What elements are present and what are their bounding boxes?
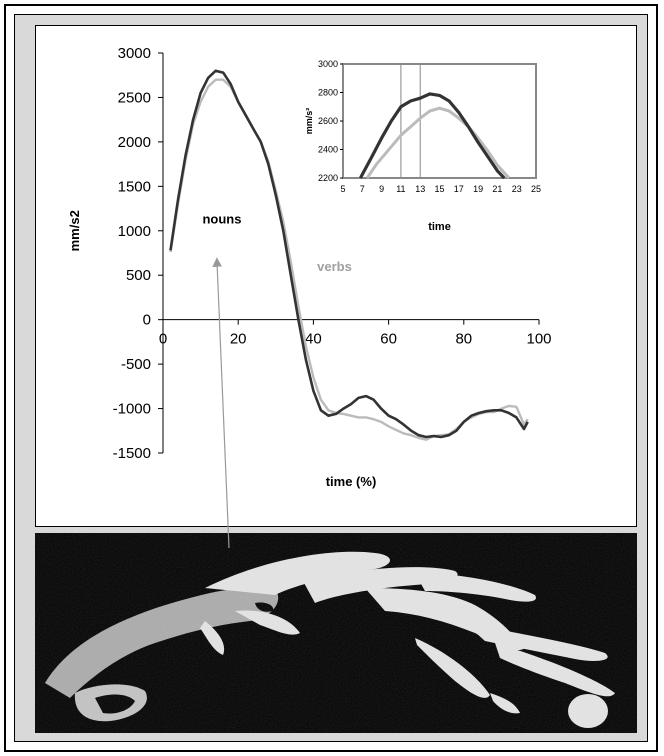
main-y-tick-label: 1000	[118, 223, 151, 240]
main-x-tick-label: 40	[305, 331, 322, 348]
main-y-tick-label: -1500	[113, 445, 151, 462]
inset-x-tick-label: 5	[340, 184, 345, 194]
inset-series-line-nouns	[358, 92, 506, 180]
main-y-tick-label: 1500	[118, 178, 151, 195]
main-y-tick-label: 0	[143, 312, 151, 329]
main-series-line-nouns	[169, 69, 529, 439]
main-y-axis-label: mm/s2	[67, 210, 82, 251]
main-x-tick-label: 20	[230, 331, 247, 348]
inset-series-line-verbs	[365, 106, 511, 180]
main-x-tick-label: 80	[455, 331, 472, 348]
inset-x-axis-label: time	[428, 221, 451, 233]
inset-x-tick-label: 9	[379, 184, 384, 194]
inset-plot-frame	[342, 63, 537, 179]
main-x-tick-label: 100	[526, 331, 551, 348]
inset-x-tick-label: 23	[512, 184, 522, 194]
main-y-tick-label: 3000	[118, 45, 151, 62]
inset-x-tick-label: 25	[531, 184, 541, 194]
main-x-axis-label: time (%)	[326, 474, 377, 489]
hand-photo	[35, 533, 637, 733]
main-y-tick-label: 2000	[118, 134, 151, 151]
annotation-verbs: verbs	[317, 259, 352, 274]
hand-photo-image	[35, 533, 637, 733]
inset-y-tick-label: 2200	[318, 173, 338, 183]
inset-y-tick-label: 2600	[318, 116, 338, 126]
inset-x-tick-label: 13	[415, 184, 425, 194]
main-y-tick-label: 2500	[118, 89, 151, 106]
outer-frame	[4, 4, 658, 752]
inset-x-tick-label: 15	[434, 184, 444, 194]
inset-y-tick-label: 2800	[318, 88, 338, 98]
main-y-tick-label: 500	[126, 267, 151, 284]
inset-x-tick-label: 7	[360, 184, 365, 194]
chart-panel: 3000 2500 2000 1500 1000 500 0 -500 -1000 -1500 0 2…	[35, 25, 637, 527]
main-y-tick-label: -500	[121, 356, 151, 373]
inset-x-tick-label: 21	[492, 184, 502, 194]
inset-y-tick-label: 2400	[318, 145, 338, 155]
inset-y-axis-label: mm/s²	[304, 108, 314, 135]
inset-x-tick-label: 17	[454, 184, 464, 194]
inset-y-tick-label: 3000	[318, 59, 338, 69]
inset-x-tick-label: 19	[473, 184, 483, 194]
main-x-tick-label: 60	[380, 331, 397, 348]
annotation-nouns: nouns	[202, 212, 241, 227]
inset-x-tick-label: 11	[396, 184, 405, 194]
main-y-tick-label: -1000	[113, 401, 151, 418]
